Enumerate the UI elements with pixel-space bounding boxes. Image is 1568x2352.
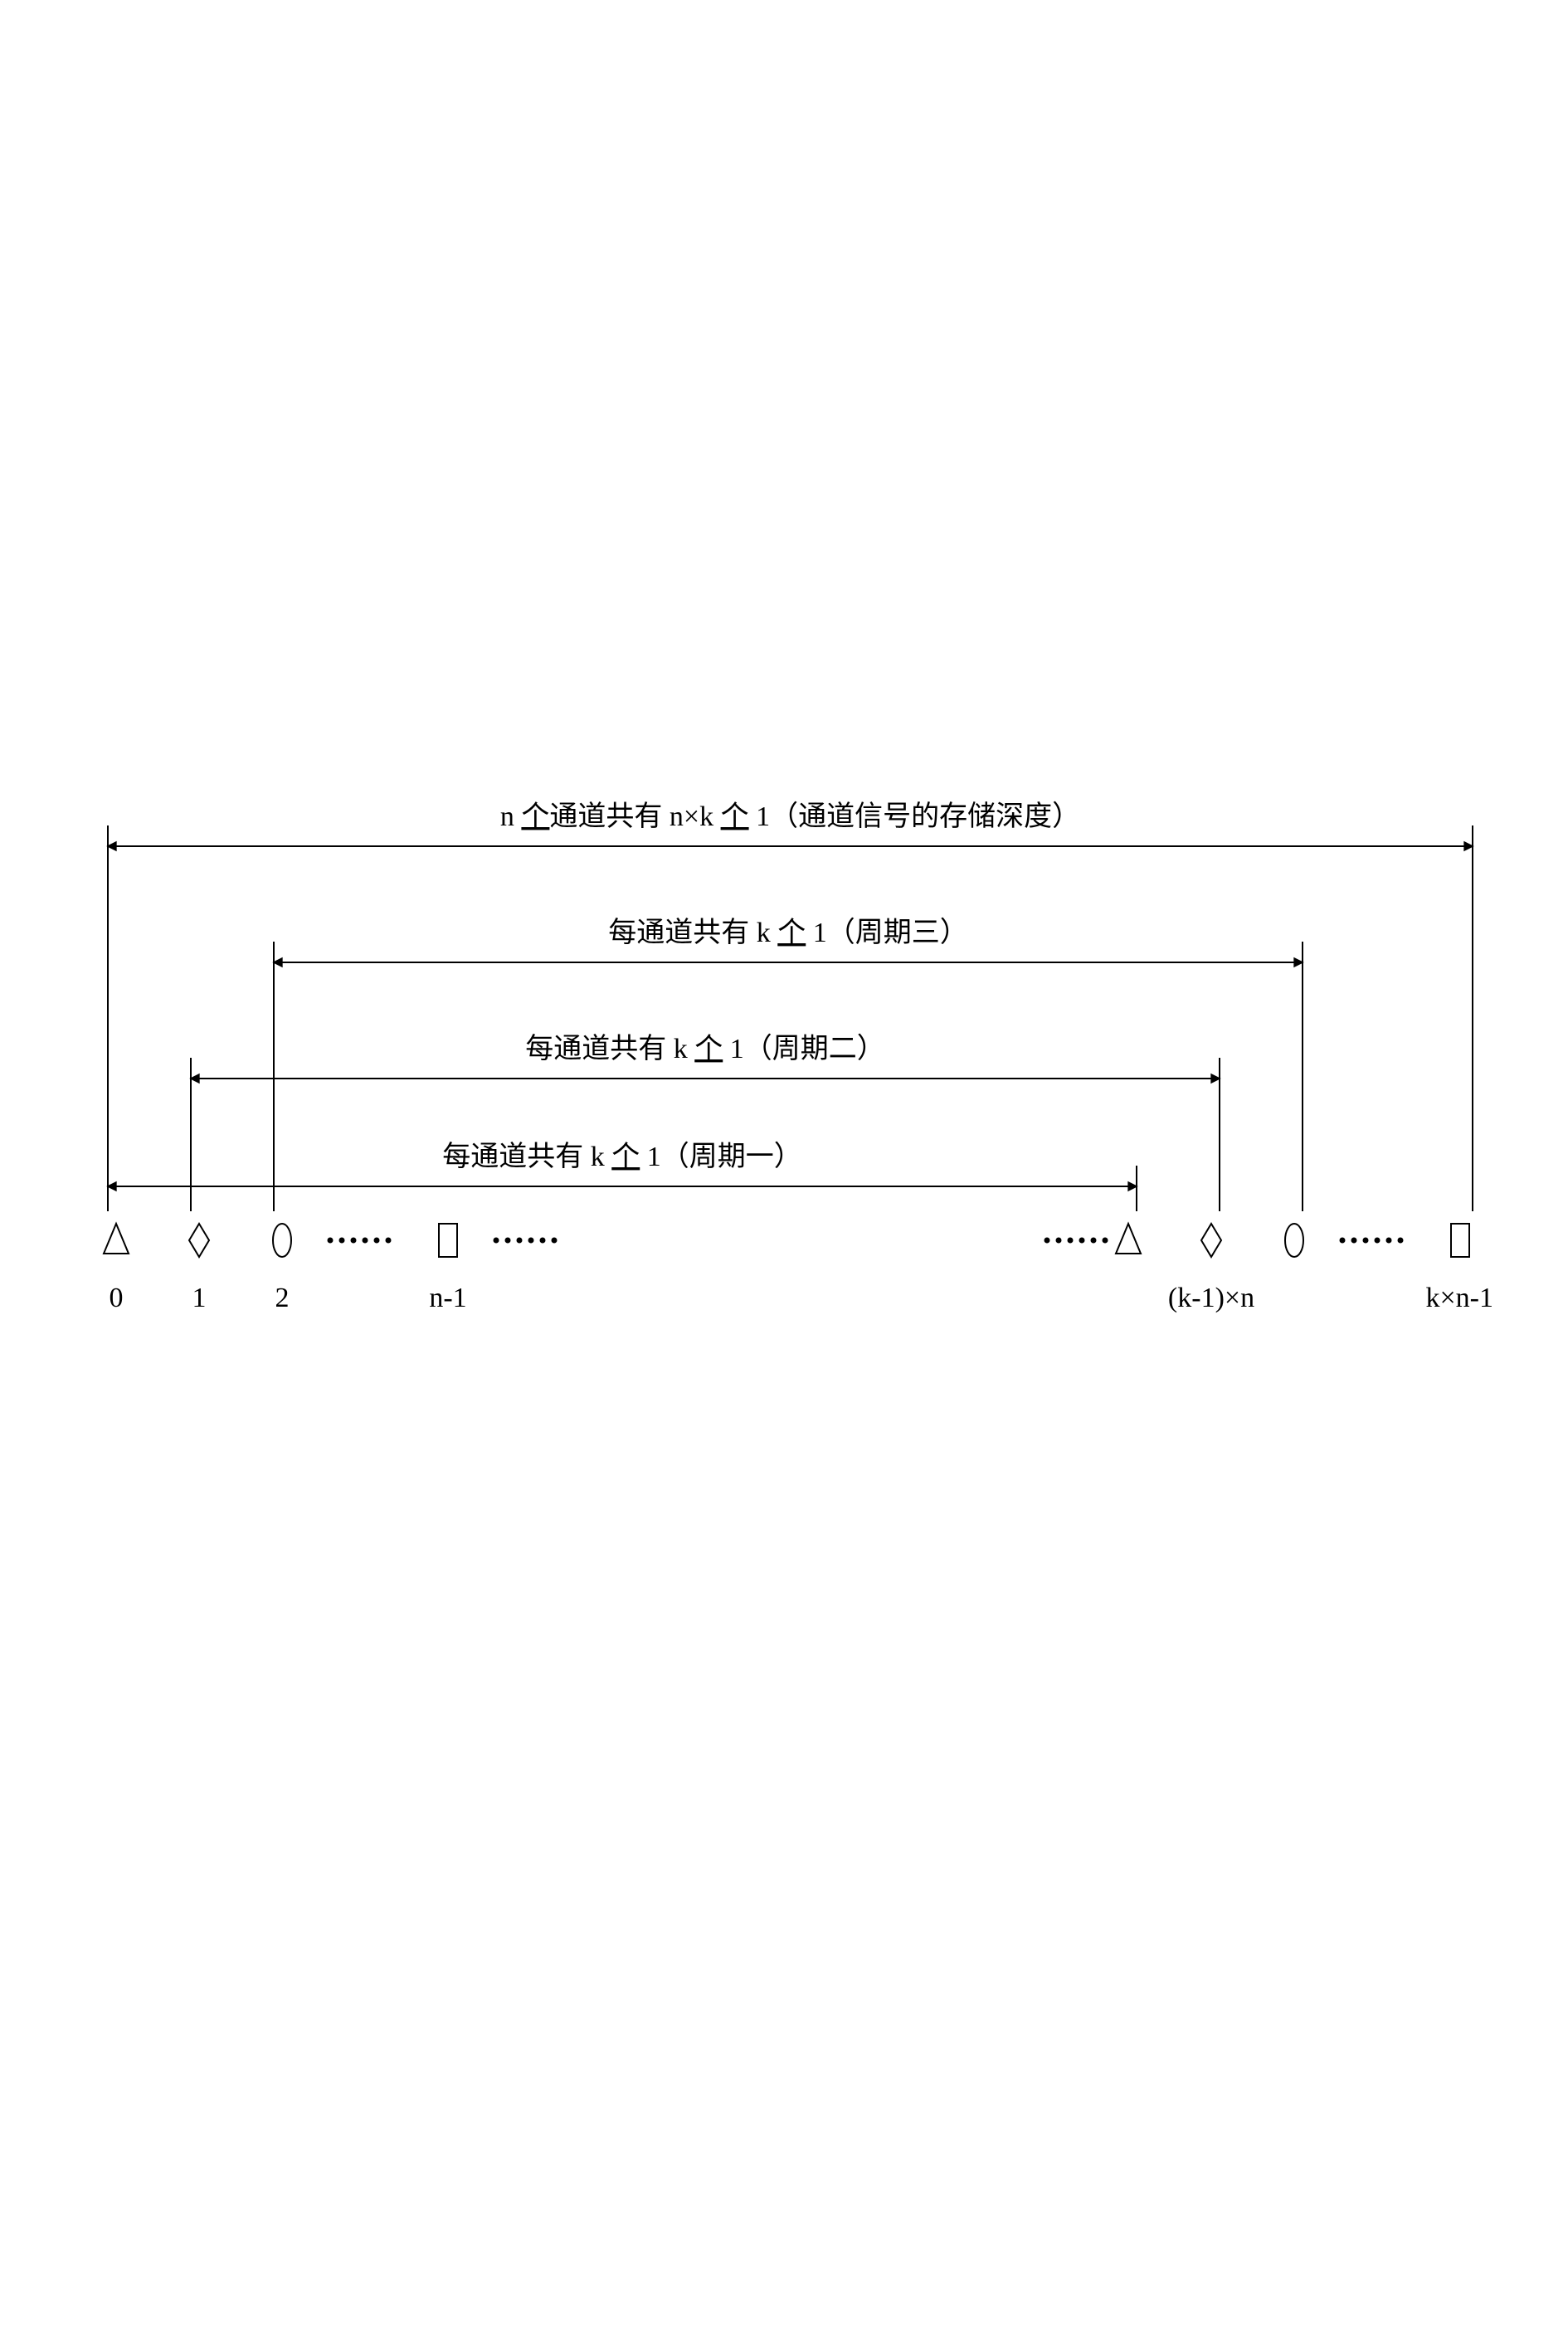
span-cycle-2-label: 每通道共有 k 个 1（周期二） [525, 1033, 885, 1064]
span-cycle-3-label: 每通道共有 k 个 1（周期三） [608, 917, 968, 948]
axis-tick-label: k×n-1 [1426, 1283, 1494, 1313]
span-cycle-1-label: 每通道共有 k 个 1（周期一） [442, 1141, 802, 1172]
span-total-label: n 个通道共有 n×k 个 1（通道信号的存储深度） [500, 801, 1080, 832]
axis-tick-label: 0 [110, 1283, 124, 1313]
axis-tick-label: (k-1)×n [1168, 1283, 1254, 1313]
axis-tick-label: 2 [275, 1283, 290, 1313]
axis-tick-label: n-1 [429, 1283, 466, 1313]
axis-tick-label: 1 [192, 1283, 207, 1313]
diagram-canvas: n 个通道共有 n×k 个 1（通道信号的存储深度） 每通道共有 k 个 1（周期… [0, 0, 1568, 2352]
